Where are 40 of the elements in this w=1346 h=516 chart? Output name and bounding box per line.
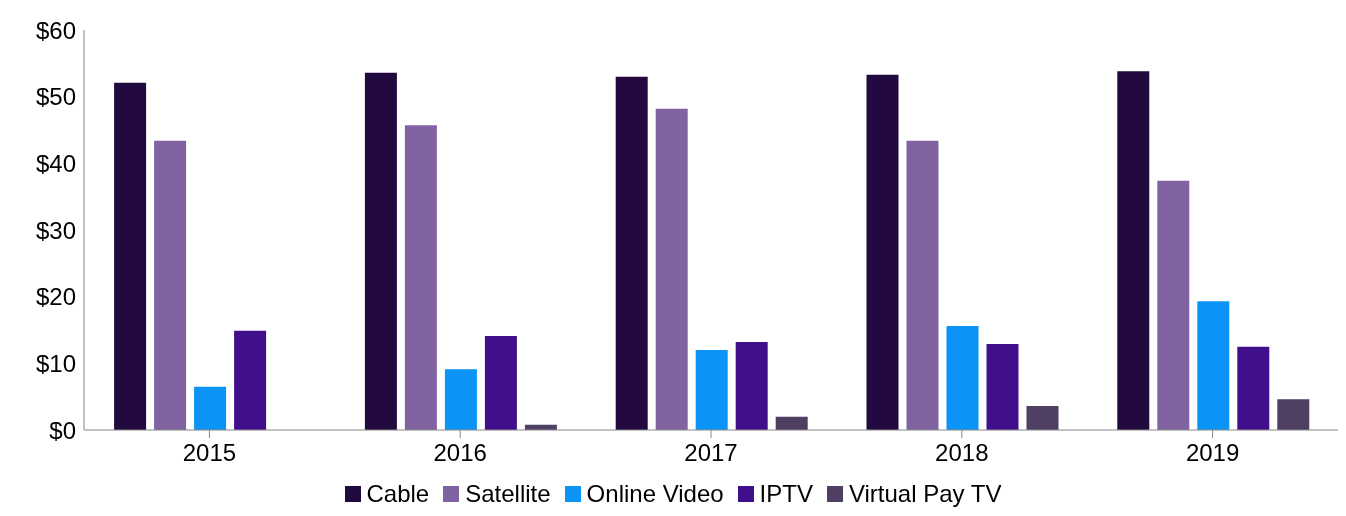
y-tick-label: $50 bbox=[35, 83, 76, 111]
y-tick-label: $10 bbox=[35, 349, 76, 377]
bar bbox=[194, 386, 227, 430]
y-tick-label: $40 bbox=[35, 149, 76, 177]
bar bbox=[1237, 346, 1270, 430]
x-tick-label: 2019 bbox=[1185, 439, 1240, 467]
legend-label: Cable bbox=[365, 480, 430, 508]
legend-label: Virtual Pay TV bbox=[847, 480, 1002, 508]
legend-label: Satellite bbox=[464, 480, 551, 508]
bar bbox=[1117, 71, 1150, 430]
y-tick-label: $20 bbox=[35, 283, 76, 311]
bar bbox=[444, 369, 477, 430]
y-tick-label: $0 bbox=[49, 416, 76, 444]
bar bbox=[364, 72, 397, 430]
bar bbox=[946, 326, 979, 430]
bar bbox=[615, 76, 648, 430]
bar bbox=[735, 342, 768, 430]
y-tick-label: $60 bbox=[35, 16, 76, 44]
bar bbox=[986, 344, 1019, 430]
bar bbox=[484, 336, 517, 430]
y-tick-label: $30 bbox=[35, 216, 76, 244]
x-tick-label: 2018 bbox=[935, 439, 989, 467]
bar bbox=[404, 125, 437, 430]
bar bbox=[1026, 406, 1059, 430]
bar bbox=[695, 350, 728, 430]
bar bbox=[1157, 180, 1190, 430]
x-tick-label: 2015 bbox=[182, 439, 237, 467]
legend-label: Online Video bbox=[585, 480, 724, 508]
bar bbox=[114, 82, 147, 430]
bar bbox=[906, 140, 939, 430]
legend-label: IPTV bbox=[758, 480, 813, 508]
x-tick-label: 2017 bbox=[684, 439, 738, 467]
bar bbox=[866, 74, 899, 430]
bar bbox=[234, 330, 267, 430]
x-tick-label: 2016 bbox=[433, 439, 487, 467]
bar bbox=[1197, 301, 1230, 430]
bar bbox=[655, 108, 688, 430]
bar bbox=[1277, 399, 1310, 430]
bar bbox=[154, 140, 187, 430]
bar bbox=[775, 416, 808, 430]
